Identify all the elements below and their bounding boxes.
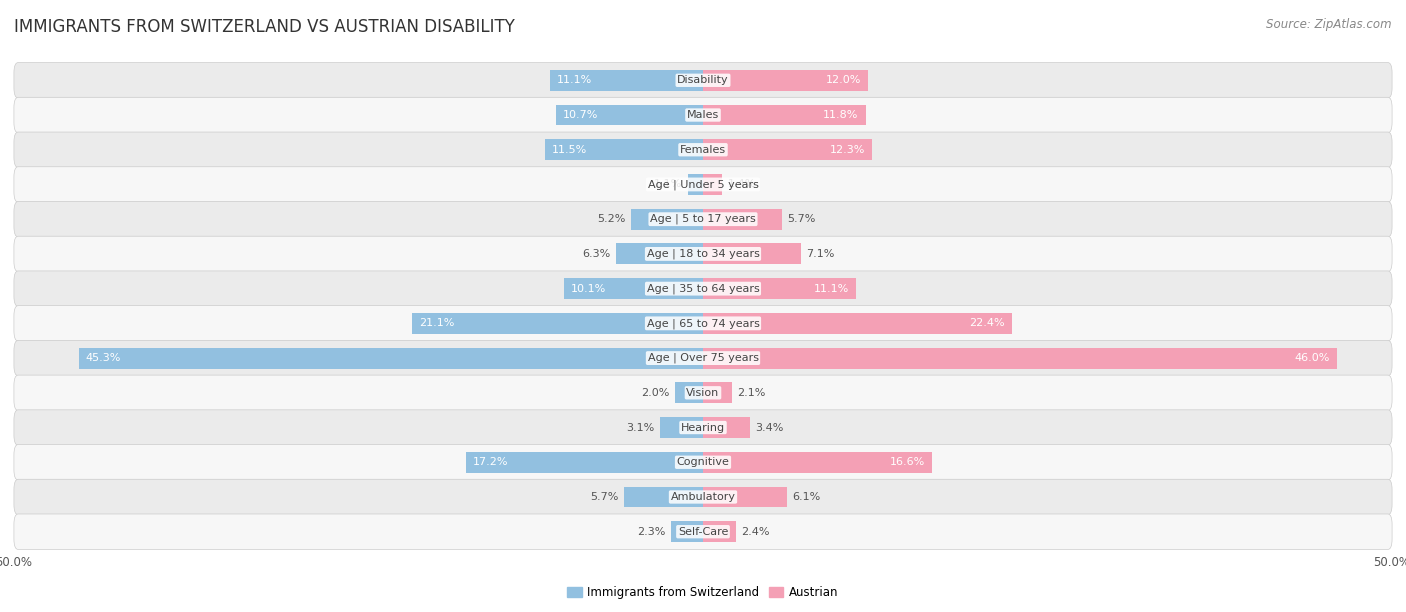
Text: 11.1%: 11.1% [557, 75, 592, 85]
Bar [703, 278, 856, 299]
Bar [631, 209, 703, 230]
FancyBboxPatch shape [14, 62, 1392, 98]
Text: 2.4%: 2.4% [741, 527, 770, 537]
Text: 1.4%: 1.4% [728, 179, 756, 190]
FancyBboxPatch shape [14, 444, 1392, 480]
Text: 46.0%: 46.0% [1295, 353, 1330, 363]
Text: Females: Females [681, 145, 725, 155]
Text: 3.4%: 3.4% [755, 422, 783, 433]
Text: Cognitive: Cognitive [676, 457, 730, 467]
FancyBboxPatch shape [14, 97, 1392, 133]
Text: 12.3%: 12.3% [830, 145, 866, 155]
Text: 3.1%: 3.1% [627, 422, 655, 433]
Bar [564, 278, 703, 299]
Text: 5.7%: 5.7% [591, 492, 619, 502]
Bar [703, 382, 733, 403]
Text: 2.3%: 2.3% [637, 527, 666, 537]
Text: Age | Under 5 years: Age | Under 5 years [648, 179, 758, 190]
Text: Self-Care: Self-Care [678, 527, 728, 537]
Bar [555, 105, 703, 125]
Text: 45.3%: 45.3% [86, 353, 121, 363]
Text: Disability: Disability [678, 75, 728, 85]
Bar [703, 70, 869, 91]
Bar [703, 348, 1337, 368]
Text: 6.1%: 6.1% [793, 492, 821, 502]
FancyBboxPatch shape [14, 132, 1392, 168]
Text: 11.1%: 11.1% [814, 283, 849, 294]
Bar [688, 174, 703, 195]
Text: IMMIGRANTS FROM SWITZERLAND VS AUSTRIAN DISABILITY: IMMIGRANTS FROM SWITZERLAND VS AUSTRIAN … [14, 18, 515, 36]
FancyBboxPatch shape [14, 166, 1392, 202]
FancyBboxPatch shape [14, 201, 1392, 237]
Bar [675, 382, 703, 403]
Bar [703, 521, 737, 542]
FancyBboxPatch shape [14, 479, 1392, 515]
Text: 7.1%: 7.1% [807, 249, 835, 259]
Text: 2.1%: 2.1% [738, 388, 766, 398]
Text: 21.1%: 21.1% [419, 318, 454, 329]
Bar [703, 417, 749, 438]
Text: 5.2%: 5.2% [598, 214, 626, 224]
FancyBboxPatch shape [14, 305, 1392, 341]
Text: Vision: Vision [686, 388, 720, 398]
Bar [671, 521, 703, 542]
Bar [412, 313, 703, 334]
Bar [703, 313, 1012, 334]
FancyBboxPatch shape [14, 375, 1392, 411]
Bar [703, 452, 932, 472]
Text: 16.6%: 16.6% [890, 457, 925, 467]
Legend: Immigrants from Switzerland, Austrian: Immigrants from Switzerland, Austrian [562, 581, 844, 603]
Text: 6.3%: 6.3% [582, 249, 610, 259]
Text: Age | Over 75 years: Age | Over 75 years [648, 353, 758, 364]
Bar [703, 105, 866, 125]
Bar [661, 417, 703, 438]
Text: Ambulatory: Ambulatory [671, 492, 735, 502]
FancyBboxPatch shape [14, 271, 1392, 307]
Text: 5.7%: 5.7% [787, 214, 815, 224]
FancyBboxPatch shape [14, 514, 1392, 550]
Bar [703, 244, 801, 264]
Text: 2.0%: 2.0% [641, 388, 669, 398]
FancyBboxPatch shape [14, 410, 1392, 446]
Bar [550, 70, 703, 91]
Text: 22.4%: 22.4% [969, 318, 1005, 329]
Text: Age | 35 to 64 years: Age | 35 to 64 years [647, 283, 759, 294]
Bar [79, 348, 703, 368]
Text: Age | 18 to 34 years: Age | 18 to 34 years [647, 248, 759, 259]
Bar [624, 487, 703, 507]
Bar [703, 487, 787, 507]
Bar [703, 209, 782, 230]
Text: 11.5%: 11.5% [551, 145, 586, 155]
Text: Age | 5 to 17 years: Age | 5 to 17 years [650, 214, 756, 225]
Text: Males: Males [688, 110, 718, 120]
Text: Hearing: Hearing [681, 422, 725, 433]
Bar [616, 244, 703, 264]
Bar [703, 140, 873, 160]
Text: 17.2%: 17.2% [472, 457, 509, 467]
Text: 1.1%: 1.1% [654, 179, 682, 190]
Bar [703, 174, 723, 195]
Text: 10.1%: 10.1% [571, 283, 606, 294]
Bar [465, 452, 703, 472]
Text: 11.8%: 11.8% [824, 110, 859, 120]
FancyBboxPatch shape [14, 340, 1392, 376]
Text: Age | 65 to 74 years: Age | 65 to 74 years [647, 318, 759, 329]
Text: 12.0%: 12.0% [827, 75, 862, 85]
Bar [544, 140, 703, 160]
FancyBboxPatch shape [14, 236, 1392, 272]
Text: 10.7%: 10.7% [562, 110, 598, 120]
Text: Source: ZipAtlas.com: Source: ZipAtlas.com [1267, 18, 1392, 31]
